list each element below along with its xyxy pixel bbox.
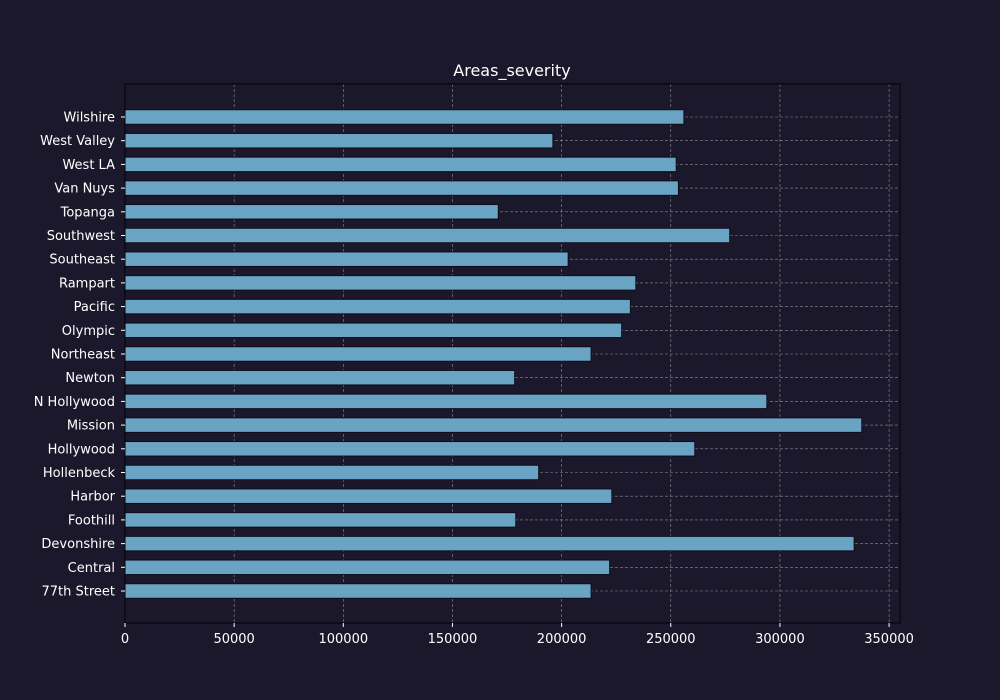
bar	[124, 227, 731, 244]
y-tick-label: Mission	[67, 419, 115, 434]
y-tick-label: Olympic	[62, 324, 115, 339]
y-tick-labels: 77th Street Central Devonshire Foothill Harb…	[34, 111, 125, 600]
x-tick-label: 50000	[213, 632, 254, 647]
bar	[124, 346, 592, 362]
y-tick-label: Pacific	[74, 300, 115, 315]
y-tick-label: Hollywood	[48, 442, 115, 457]
bar	[124, 535, 855, 552]
y-tick-label: Newton	[65, 371, 115, 386]
y-tick-label: Topanga	[60, 205, 115, 220]
bar	[124, 180, 679, 196]
bar	[124, 417, 863, 433]
bar	[124, 132, 554, 149]
bar	[124, 464, 540, 481]
x-tick-label: 300000	[755, 632, 805, 647]
x-tick-labels: 0 50000 100000 150000 200000 250000 300000 3500…	[121, 623, 914, 647]
bar	[124, 109, 685, 125]
y-tick-label: West LA	[62, 158, 115, 173]
chart-title: Areas_severity	[453, 61, 570, 81]
bar	[124, 369, 516, 386]
x-tick-label: 250000	[646, 632, 696, 647]
y-tick-label: West Valley	[40, 134, 115, 149]
y-tick-label: 77th Street	[41, 585, 115, 600]
y-tick-label: Rampart	[59, 276, 115, 291]
bar	[124, 156, 677, 173]
bar	[124, 441, 696, 457]
bar	[124, 488, 613, 504]
bar	[124, 322, 623, 339]
y-tick-label: Southwest	[47, 229, 115, 244]
bars	[124, 109, 863, 599]
y-tick-label: Devonshire	[41, 537, 115, 552]
y-tick-label: Foothill	[68, 513, 115, 528]
y-tick-label: N Hollywood	[34, 395, 115, 410]
bar	[124, 393, 768, 410]
y-tick-label: Wilshire	[64, 111, 115, 126]
y-tick-label: Van Nuys	[54, 182, 115, 197]
x-tick-label: 200000	[537, 632, 587, 647]
x-tick-label: 0	[121, 632, 129, 647]
bar	[124, 275, 637, 291]
y-tick-label: Hollenbeck	[43, 466, 116, 481]
x-tick-label: 100000	[318, 632, 368, 647]
x-tick-label: 350000	[864, 632, 914, 647]
bar	[124, 251, 569, 267]
bar	[124, 559, 611, 576]
bar	[124, 583, 592, 599]
x-tick-label: 150000	[428, 632, 478, 647]
bar	[124, 204, 499, 220]
y-tick-label: Northeast	[51, 348, 115, 363]
y-tick-label: Central	[68, 561, 115, 576]
bar	[124, 298, 631, 315]
y-tick-label: Southeast	[49, 253, 115, 268]
y-tick-label: Harbor	[70, 490, 115, 505]
bar	[124, 512, 517, 528]
